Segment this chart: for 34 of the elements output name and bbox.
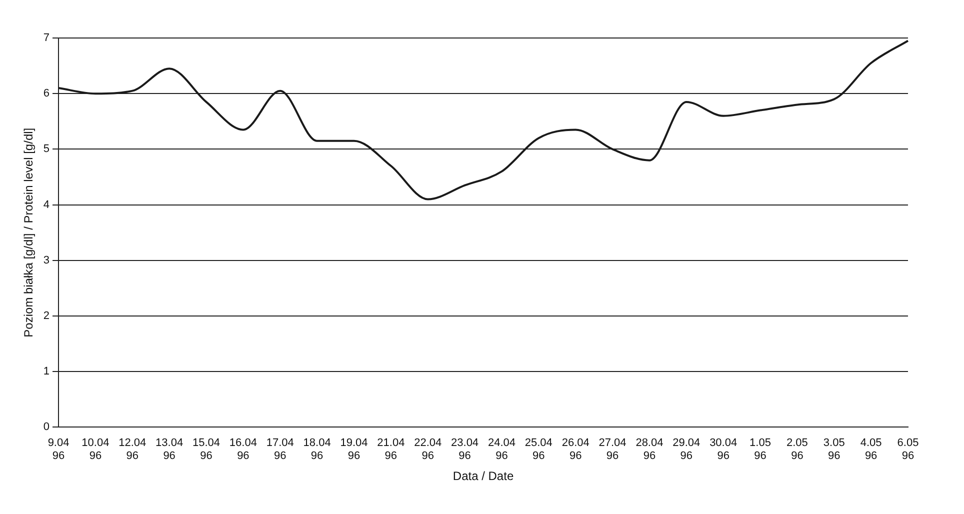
- x-tick-label: 6.05 96: [897, 436, 919, 462]
- x-tick-label: 25.04 96: [524, 436, 552, 462]
- x-tick-label: 24.04 96: [488, 436, 516, 462]
- x-tick-label: 22.04 96: [414, 436, 442, 462]
- y-tick-label: 4: [43, 198, 50, 211]
- x-tick-label: 2.05 96: [786, 436, 808, 462]
- y-tick-label: 6: [43, 88, 50, 100]
- x-tick-label: 10.04 96: [82, 436, 110, 462]
- x-tick-label: 30.04 96: [710, 436, 738, 462]
- x-tick-label: 21.04 96: [377, 436, 405, 462]
- x-tick-label: 9.04 96: [48, 436, 70, 462]
- x-axis-title: Data / Date: [452, 469, 514, 484]
- y-tick-label: 0: [43, 421, 50, 434]
- y-tick-label: 2: [43, 310, 50, 322]
- y-axis-title: Poziom białka [g/dl] / Protein level [g/dl]: [22, 128, 36, 338]
- x-tick-label: 19.04 96: [340, 436, 368, 462]
- x-tick-label: 3.05 96: [823, 436, 845, 462]
- y-tick-label: 1: [43, 366, 50, 378]
- x-tick-label: 26.04 96: [562, 436, 590, 462]
- x-tick-label: 29.04 96: [672, 436, 700, 462]
- x-tick-label: 4.05 96: [860, 436, 882, 462]
- x-tick-label: 28.04 96: [636, 436, 664, 462]
- x-tick-label: 1.05 96: [750, 436, 771, 462]
- x-tick-label: 18.04 96: [303, 436, 331, 462]
- y-tick-label: 3: [43, 254, 50, 266]
- x-tick-label: 16.04 96: [229, 436, 257, 462]
- x-tick-label: 23.04 96: [451, 436, 479, 462]
- x-tick-label: 12.04 96: [118, 436, 146, 462]
- x-tick-label: 13.04 96: [156, 436, 184, 462]
- y-tick-label: 5: [43, 143, 50, 156]
- x-tick-label: 17.04 96: [266, 436, 294, 462]
- x-tick-label: 15.04 96: [192, 436, 220, 462]
- y-tick-label: 7: [43, 32, 50, 44]
- x-tick-label: 27.04 96: [598, 436, 626, 462]
